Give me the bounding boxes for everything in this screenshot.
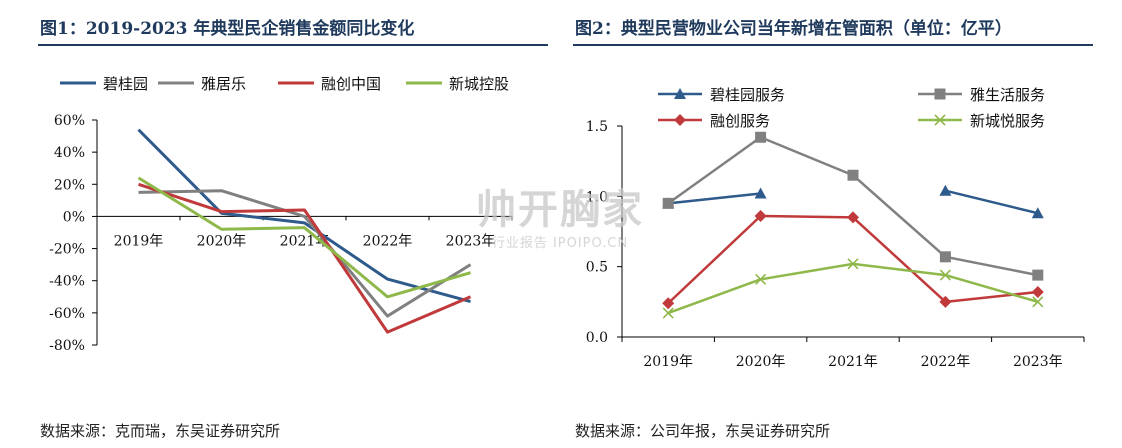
y-tick-label: 0% <box>63 209 85 225</box>
x-tick-label: 2022年 <box>921 354 971 370</box>
data-point <box>847 169 859 181</box>
series-line <box>667 262 1039 315</box>
legend-label: 新城悦服务 <box>970 112 1045 130</box>
legend-label: 新城控股 <box>449 75 509 93</box>
x-tick-label: 2020年 <box>197 233 247 249</box>
left-chart-title: 图1：2019-2023 年典型民企销售金额同比变化 <box>40 19 415 39</box>
legend-label: 碧桂园 <box>103 75 148 93</box>
y-tick-label: 0.5 <box>586 260 608 276</box>
series-line <box>945 189 1039 215</box>
y-tick-label: 40% <box>54 145 85 161</box>
data-point <box>939 295 952 308</box>
legend-label: 碧桂园服务 <box>710 86 785 104</box>
x-tick-label: 2019年 <box>114 233 164 249</box>
data-point <box>1031 285 1044 298</box>
legend-marker <box>934 114 946 126</box>
data-point <box>662 307 674 319</box>
data-point <box>847 211 859 224</box>
y-tick-label: -60% <box>49 306 85 322</box>
y-tick-label: 60% <box>54 113 85 129</box>
left-title-rule <box>38 44 548 46</box>
data-point <box>755 273 767 285</box>
data-point <box>939 184 952 196</box>
data-point <box>1031 207 1044 219</box>
data-point <box>939 269 951 281</box>
legend-marker <box>674 88 686 99</box>
data-point <box>754 210 767 223</box>
series-line <box>138 182 472 334</box>
x-tick-label: 2019年 <box>643 354 693 370</box>
series-line <box>137 128 471 304</box>
data-point <box>847 258 859 270</box>
left-line-chart: 60% 40% 20% 0% -20% -40% -60% -80% 2019年 2020年 202… <box>49 75 513 354</box>
series-line <box>668 192 761 205</box>
y-tick-label: -20% <box>49 242 85 258</box>
data-point <box>754 187 767 199</box>
series-line <box>667 214 1038 305</box>
x-tick-label: 2022年 <box>363 233 413 249</box>
series-line <box>137 176 471 299</box>
legend-label: 雅居乐 <box>201 75 246 93</box>
legend-label: 融创服务 <box>710 112 770 130</box>
y-tick-label: 1.0 <box>586 189 608 205</box>
y-tick-label: 0.0 <box>586 330 608 346</box>
right-title-rule <box>573 44 1093 46</box>
right-line-chart: 0.0 0.5 1.0 1.5 2019年 2020年 2021年 2022年 2023年 碧桂园… <box>586 86 1085 370</box>
legend-marker <box>934 88 946 100</box>
data-point <box>1032 269 1044 281</box>
legend-marker <box>674 114 686 126</box>
x-tick-label: 2023年 <box>446 233 496 249</box>
data-point <box>662 297 675 310</box>
x-tick-label: 2021年 <box>828 354 878 370</box>
y-tick-label: 20% <box>54 177 85 193</box>
x-tick-label: 2020年 <box>736 354 786 370</box>
y-tick-label: -80% <box>49 338 85 354</box>
y-tick-label: -40% <box>49 274 85 290</box>
data-point <box>1032 296 1044 308</box>
y-tick-label: 1.5 <box>586 119 608 135</box>
data-point <box>939 251 951 263</box>
legend-label: 融创中国 <box>321 75 381 93</box>
left-source-note: 数据来源：克而瑞，东吴证券研究所 <box>40 422 281 440</box>
data-point <box>755 131 767 143</box>
series-line <box>138 189 472 318</box>
legend-label: 雅生活服务 <box>970 86 1045 104</box>
x-tick-label: 2023年 <box>1013 354 1063 370</box>
data-point <box>662 197 674 209</box>
series-line <box>667 136 1039 277</box>
right-chart-title: 图2：典型民营物业公司当年新增在管面积（单位：亿平） <box>575 19 1012 39</box>
right-source-note: 数据来源：公司年报，东吴证券研究所 <box>575 422 831 440</box>
